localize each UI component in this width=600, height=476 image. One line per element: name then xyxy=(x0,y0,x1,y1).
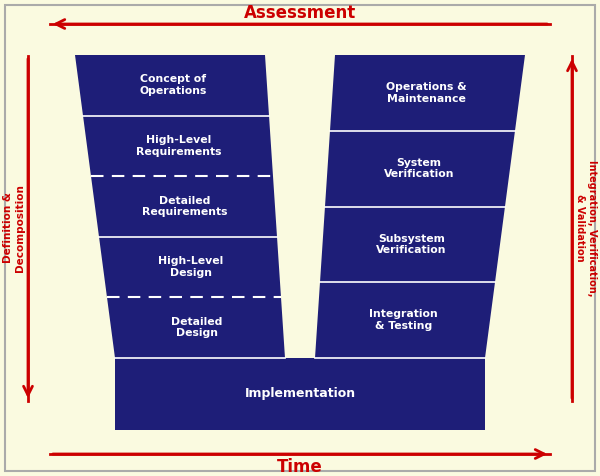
Text: High-Level
Design: High-Level Design xyxy=(158,256,224,278)
Text: Time: Time xyxy=(277,458,323,476)
Text: Operations &
Maintenance: Operations & Maintenance xyxy=(386,82,467,104)
Text: Integration
& Testing: Integration & Testing xyxy=(370,309,438,331)
Text: System
Verification: System Verification xyxy=(383,158,454,179)
Text: Assessment: Assessment xyxy=(244,4,356,22)
Text: Concept of
Operations: Concept of Operations xyxy=(139,75,206,96)
Text: Subsystem
Verification: Subsystem Verification xyxy=(376,234,446,255)
Text: Detailed
Design: Detailed Design xyxy=(172,317,223,338)
Bar xyxy=(115,358,485,430)
Text: Integration, Verification,
& Validation: Integration, Verification, & Validation xyxy=(575,160,597,296)
Polygon shape xyxy=(315,55,525,358)
Text: High-Level
Requirements: High-Level Requirements xyxy=(136,135,222,157)
Polygon shape xyxy=(75,55,285,358)
Text: Implementation: Implementation xyxy=(244,387,356,400)
Text: Detailed
Requirements: Detailed Requirements xyxy=(142,196,228,218)
Text: Definition &
Decomposition: Definition & Decomposition xyxy=(3,184,25,272)
